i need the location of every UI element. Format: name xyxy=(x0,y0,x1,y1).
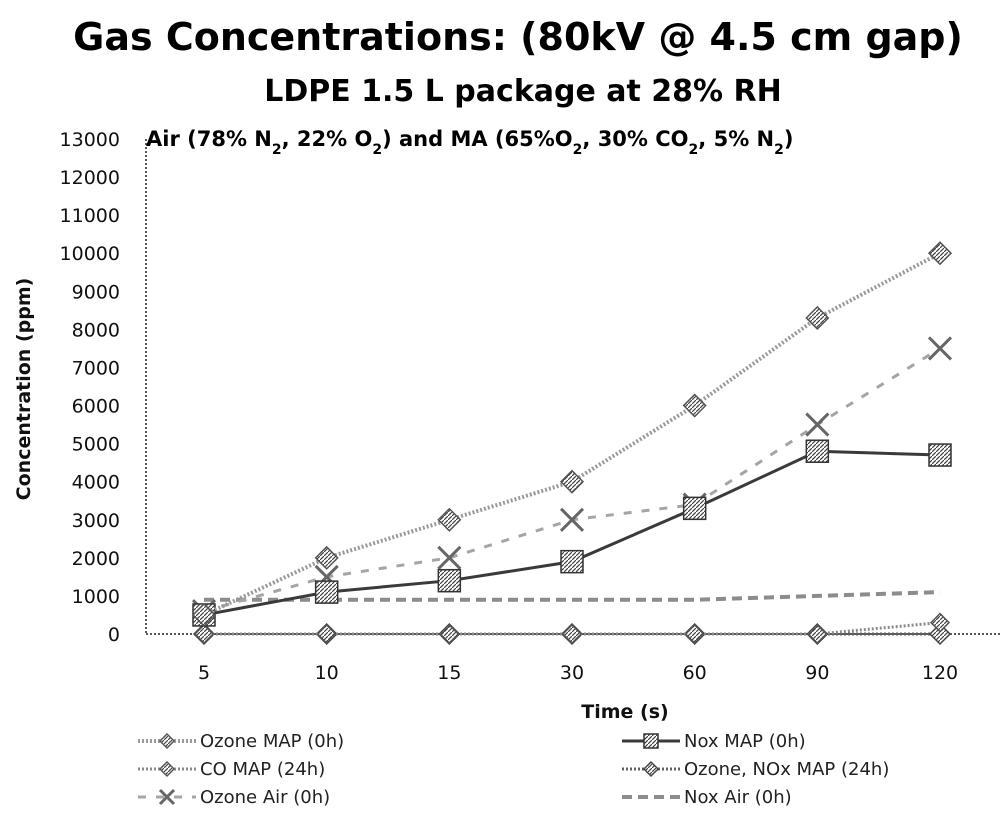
co-map-24h-point xyxy=(929,612,951,633)
x-tick-label: 10 xyxy=(315,662,339,684)
ozone-map-0h-point xyxy=(191,602,217,628)
annotation-mid-3: , 30% CO xyxy=(582,127,688,151)
x-tick-label: 5 xyxy=(198,662,210,684)
legend-item-ozone-map-0h: Ozone MAP (0h) xyxy=(138,731,344,752)
legend-ozone-air-0h-point xyxy=(158,788,176,806)
annotation-prefix: Air (78% N xyxy=(146,127,272,151)
legend-label: CO MAP (24h) xyxy=(200,759,325,780)
nox-map-0h-point xyxy=(314,580,339,604)
legend-label: Nox Air (0h) xyxy=(684,787,792,808)
series-nox-air-0h xyxy=(204,590,941,602)
nox-map-0h-point xyxy=(928,443,952,467)
legend-label: Ozone, NOx MAP (24h) xyxy=(684,759,889,780)
y-tick-label: 10000 xyxy=(60,243,120,265)
x-tick-label: 30 xyxy=(560,662,584,684)
ozone-map-0h-point xyxy=(805,305,830,331)
legend-ozone-nox-map-24h-point xyxy=(642,760,660,778)
legend-nox-map-0h-point xyxy=(643,733,659,749)
y-tick-label: 2000 xyxy=(72,548,120,570)
y-tick-label: 11000 xyxy=(60,205,120,227)
annotation-mid-4: , 5% N xyxy=(698,127,774,151)
co-map-24h-point xyxy=(807,623,828,645)
nox-map-0h-point xyxy=(682,496,707,521)
y-tick-label: 1000 xyxy=(72,586,120,608)
y-tick-label: 6000 xyxy=(72,396,120,418)
y-tick-label: 9000 xyxy=(72,281,120,303)
annotation-sub-5: 2 xyxy=(774,142,784,158)
x-axis-label: Time (s) xyxy=(581,701,668,723)
co-map-24h-point xyxy=(316,623,337,645)
legend-item-nox-air-0h: Nox Air (0h) xyxy=(622,787,792,808)
ozone-air-0h-point xyxy=(559,507,585,532)
y-tick-label: 8000 xyxy=(72,319,120,341)
ozone-map-0h-point xyxy=(559,469,585,494)
y-tick-label: 13000 xyxy=(60,129,120,151)
annotation-sub-4: 2 xyxy=(689,142,699,158)
legend-item-ozone-air-0h: Ozone Air (0h) xyxy=(138,787,330,808)
y-axis-label: Concentration (ppm) xyxy=(13,278,35,501)
legend-label: Ozone MAP (0h) xyxy=(200,731,344,752)
ozone-nox-map-24h-point xyxy=(928,622,952,646)
legend-item-co-map-24h: CO MAP (24h) xyxy=(138,759,325,780)
ozone-map-0h-point xyxy=(437,507,462,532)
chart-subtitle: LDPE 1.5 L package at 28% RH xyxy=(264,74,782,109)
annotation-mid-2: ) and MA (65%O xyxy=(382,127,573,151)
legend-label: Ozone Air (0h) xyxy=(200,787,330,808)
legend-item-ozone-nox-map-24h: Ozone, NOx MAP (24h) xyxy=(622,759,889,780)
series-layer xyxy=(191,241,953,646)
y-axis-ticks: 0 1000 2000 3000 4000 5000 6000 7000 8000 9000 100… xyxy=(60,129,120,646)
ozone-map-0h-point xyxy=(682,393,707,418)
co-map-24h-point xyxy=(439,623,460,645)
axes xyxy=(145,139,1000,635)
annotation-sub-1: 2 xyxy=(272,142,282,158)
x-tick-label: 120 xyxy=(922,662,958,684)
annotation-sub-2: 2 xyxy=(372,142,382,158)
y-tick-label: 0 xyxy=(108,624,120,646)
co-map-24h-point xyxy=(684,623,705,645)
y-tick-label: 3000 xyxy=(72,510,120,532)
ozone-air-0h-point xyxy=(437,545,462,570)
nox-map-0h-point xyxy=(560,549,584,574)
legend: Ozone MAP (0h) Nox MAP (0h) CO MAP (24h) Oz… xyxy=(138,731,889,808)
legend-label: Nox MAP (0h) xyxy=(684,731,806,752)
legend-item-nox-map-0h: Nox MAP (0h) xyxy=(622,731,806,752)
legend-co-map-24h-point xyxy=(158,760,176,778)
nox-map-0h-point xyxy=(437,568,462,593)
ozone-map-0h-point xyxy=(927,241,953,266)
y-tick-label: 12000 xyxy=(60,167,120,189)
series-ozone-map-0h xyxy=(191,241,953,628)
y-tick-label: 7000 xyxy=(72,357,120,379)
ozone-air-0h-point xyxy=(805,412,830,437)
co-map-24h-point xyxy=(193,623,215,645)
co-map-24h-point xyxy=(561,623,583,645)
y-tick-label: 5000 xyxy=(72,434,120,456)
x-tick-label: 60 xyxy=(683,662,707,684)
nox-map-0h-point xyxy=(805,439,830,463)
nox-air-0h-line xyxy=(204,590,941,602)
annotation-mid-1: , 22% O xyxy=(282,127,373,151)
ozone-air-0h-point xyxy=(927,336,953,361)
chart-title: Gas Concentrations: (80kV @ 4.5 cm gap) xyxy=(73,15,963,59)
y-tick-label: 4000 xyxy=(72,472,120,494)
annotation-suffix: ) xyxy=(784,127,794,151)
legend-ozone-map-0h-point xyxy=(158,732,176,750)
annotation-sub-3: 2 xyxy=(573,142,583,158)
series-co-map-24h xyxy=(193,612,951,645)
x-axis-ticks: 5 10 15 30 60 90 120 xyxy=(198,662,958,684)
chart-annotation: Air (78% N2, 22% O2) and MA (65%O2, 30% … xyxy=(146,127,793,158)
ozone-map-0h-point xyxy=(314,545,339,570)
x-tick-label: 90 xyxy=(805,662,829,684)
x-tick-label: 15 xyxy=(437,662,461,684)
